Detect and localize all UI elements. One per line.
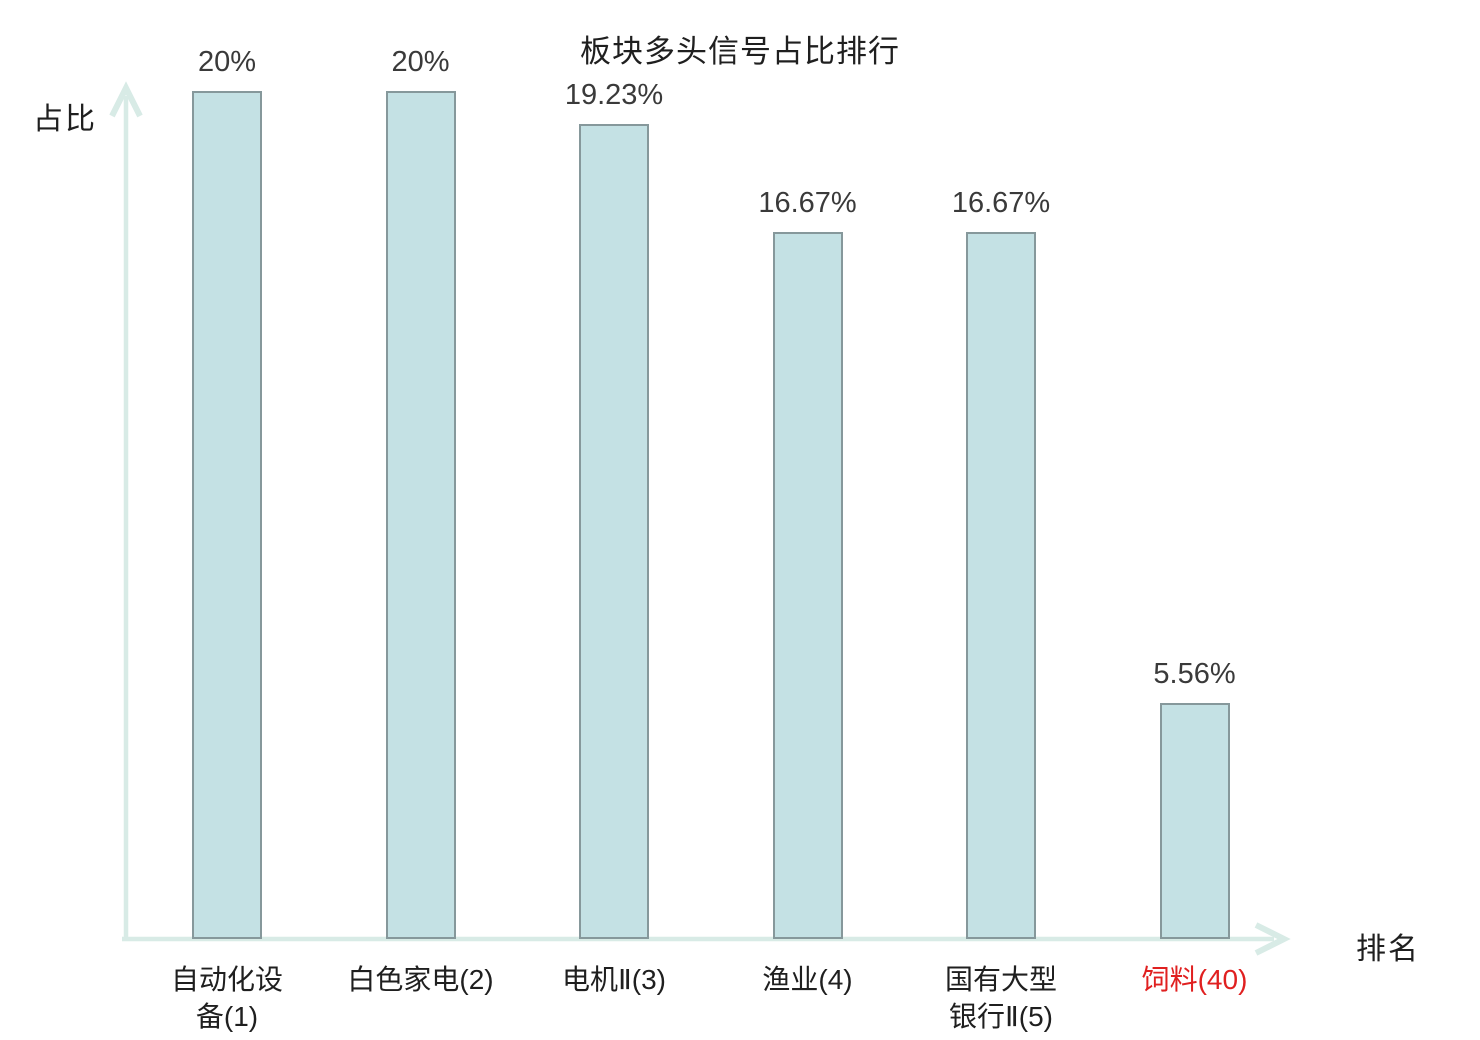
bar-category-label: 电机Ⅱ(3)	[561, 964, 667, 995]
y-axis-label: 占比	[33, 103, 97, 136]
chart-title: 板块多头信号占比排行	[580, 34, 900, 69]
bar	[192, 91, 262, 939]
bar-value-label: 5.56%	[1153, 658, 1236, 691]
x-axis-label: 排名	[1356, 933, 1420, 966]
bar	[579, 123, 649, 939]
bar-category-label: 渔业(4)	[762, 964, 853, 995]
x-axis-arrow-icon	[1254, 922, 1291, 956]
bar-value-label: 16.67%	[951, 187, 1051, 220]
bar	[1159, 703, 1230, 939]
bar	[385, 91, 456, 939]
bar-category-label: 国有大型 银行Ⅱ(5)	[944, 964, 1058, 1032]
bar-category-label: 饲料(40)	[1141, 964, 1248, 995]
bar-category-label: 自动化设 备(1)	[170, 964, 284, 1032]
bar-value-label: 20%	[197, 46, 257, 78]
bar	[772, 232, 843, 939]
bar-value-label: 16.67%	[758, 187, 857, 220]
bar-value-label: 20%	[391, 46, 450, 78]
bar-category-label: 白色家电(2)	[347, 964, 494, 995]
bar-value-label: 19.23%	[564, 78, 664, 111]
bar	[966, 232, 1036, 939]
y-axis-arrow-icon	[109, 81, 143, 118]
